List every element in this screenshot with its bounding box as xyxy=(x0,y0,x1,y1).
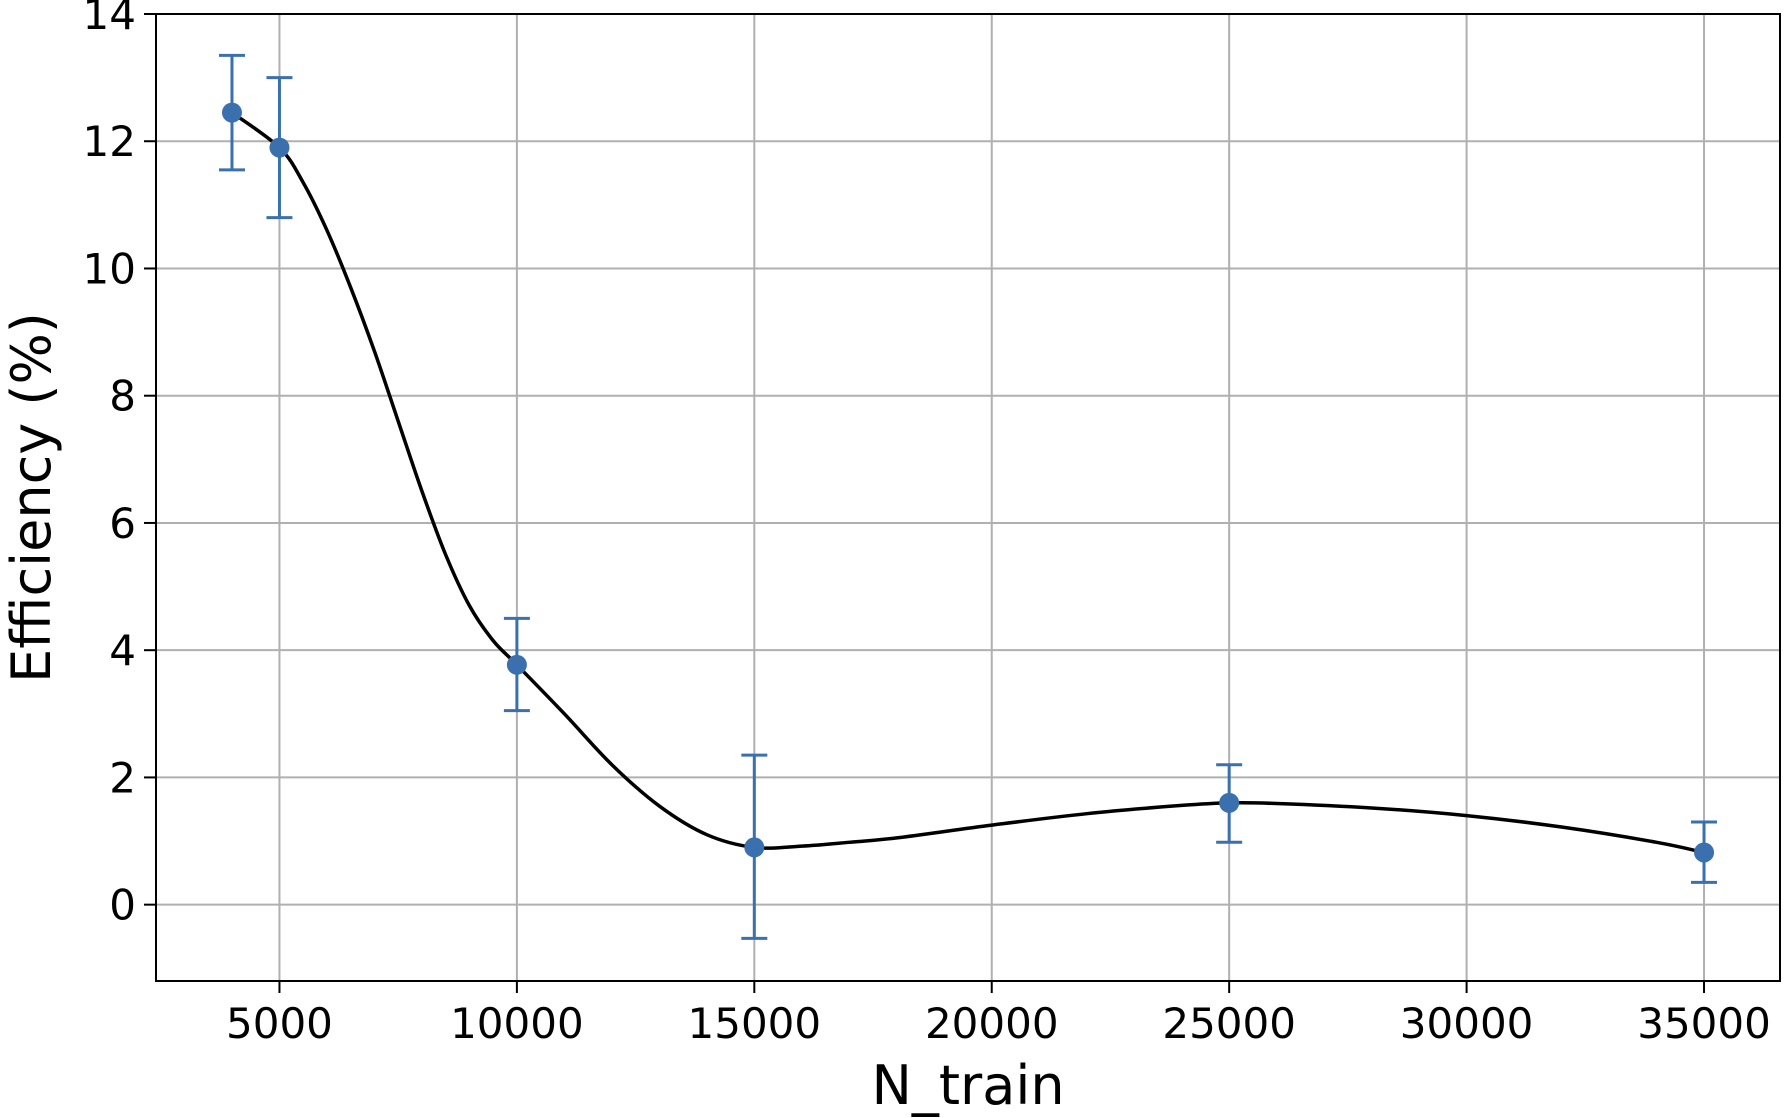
data-point xyxy=(1694,842,1715,863)
data-point xyxy=(1219,792,1240,813)
data-point-group xyxy=(266,76,293,220)
data-point xyxy=(221,102,242,123)
plot-frame xyxy=(155,13,1781,982)
x-tick-label: 5000 xyxy=(226,999,333,1048)
fit-curve-layer xyxy=(230,111,1705,855)
data-point-group xyxy=(741,753,768,940)
x-tick-label: 10000 xyxy=(450,999,584,1048)
y-tick-label: 0 xyxy=(109,881,136,930)
data-point xyxy=(744,837,765,858)
y-tick-label: 2 xyxy=(109,753,136,802)
x-tick-label: 35000 xyxy=(1637,999,1771,1048)
data-point-group xyxy=(218,53,245,172)
y-axis-label: Efficiency (%) xyxy=(0,312,63,683)
data-point-group xyxy=(1691,820,1718,884)
grid xyxy=(156,13,1780,981)
y-tick-label: 8 xyxy=(109,372,136,421)
data-point xyxy=(269,137,290,158)
x-tick-label: 15000 xyxy=(688,999,822,1048)
y-tick-label: 12 xyxy=(83,117,136,166)
x-tick-label: 30000 xyxy=(1400,999,1534,1048)
y-tick-label: 14 xyxy=(83,0,136,39)
data-point-group xyxy=(503,616,530,713)
y-tick-label: 6 xyxy=(109,499,136,548)
x-axis-label: N_train xyxy=(871,1054,1064,1117)
y-tick-label: 4 xyxy=(109,626,136,675)
x-tick-label: 20000 xyxy=(925,999,1059,1048)
x-tick-label: 25000 xyxy=(1162,999,1296,1048)
data-point xyxy=(506,654,527,675)
fit-curve-line xyxy=(230,111,1705,855)
data-points-layer xyxy=(218,53,1718,940)
data-point-group xyxy=(1216,763,1243,844)
y-tick-label: 10 xyxy=(83,244,136,293)
ticks: 5000 10000 15000 20000 25000 30000 35000 0 2 4 6 8 1… xyxy=(83,0,1771,1048)
